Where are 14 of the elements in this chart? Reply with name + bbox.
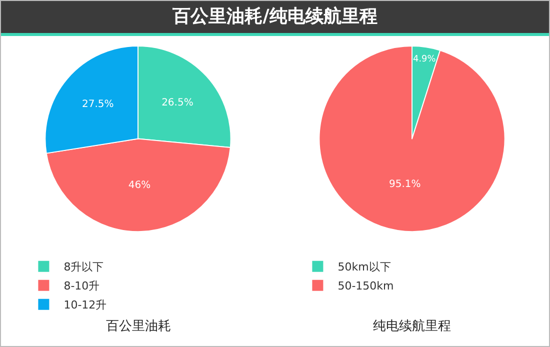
text: 百公里油耗 — [106, 319, 171, 334]
data-label: 46% — [128, 180, 151, 191]
legend-label: 50-150km — [338, 280, 394, 293]
text: 纯电续航里程 — [373, 319, 451, 334]
data-label: 26.5% — [162, 97, 194, 108]
legend-label: 8-10升 — [64, 280, 100, 293]
data-label: 95.1% — [388, 179, 421, 190]
pie-slice — [318, 46, 506, 232]
legend-label: 50km以下 — [338, 260, 391, 274]
legend-label: 10-12升 — [64, 298, 107, 312]
legend-label: 8升以下 — [64, 260, 104, 274]
text: 百公里油耗/纯电续航里程 — [1, 1, 549, 36]
data-label: 4.9% — [413, 54, 436, 65]
data-label: 27.5% — [82, 99, 114, 110]
